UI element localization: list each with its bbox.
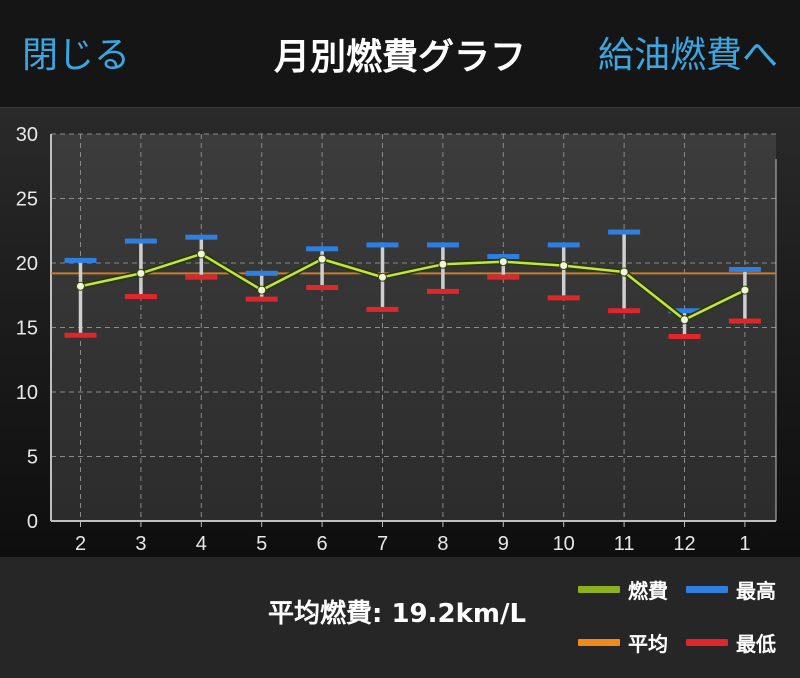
x-tick-label: 6: [317, 533, 328, 555]
min-marker: [668, 334, 701, 340]
chart-area: 0 5 10 15 20 25 30 2 3 4 5 6 7 8 9 10 11 12 1: [0, 107, 800, 558]
legend-label-fuel: 燃費: [628, 579, 668, 603]
y-tick-label: 10: [16, 382, 38, 404]
min-marker: [245, 296, 278, 302]
x-tick-label: 9: [498, 533, 509, 555]
max-marker: [124, 238, 157, 244]
close-button[interactable]: 閉じる: [22, 35, 131, 76]
fuel-point: [378, 272, 387, 282]
min-marker: [366, 306, 399, 312]
fuel-point: [317, 254, 327, 264]
max-marker: [728, 266, 761, 272]
footer: 平均燃費: 19.2km/L 燃費 最高 平均 最低: [0, 557, 800, 678]
min-marker: [728, 318, 761, 324]
x-tick-label: 3: [135, 533, 146, 555]
x-tick-label: 1: [739, 533, 750, 555]
y-tick-label: 20: [16, 253, 38, 275]
y-tick-label: 5: [27, 447, 38, 469]
fuel-economy-button[interactable]: 給油燃費へ: [597, 35, 778, 76]
min-marker: [124, 294, 157, 300]
fuel-point: [619, 267, 629, 277]
max-marker: [668, 308, 701, 314]
legend-item-max: 最高: [686, 575, 776, 604]
legend-item-min: 最低: [686, 628, 776, 657]
fuel-point: [740, 285, 750, 295]
legend-label-average: 平均: [628, 632, 668, 656]
legend-label-max: 最高: [736, 579, 776, 603]
y-tick-label: 15: [16, 318, 38, 340]
legend-item-average: 平均: [578, 628, 668, 657]
monthly-fuel-chart: 0 5 10 15 20 25 30 2 3 4 5 6 7 8 9 10 11 12 1: [16, 124, 777, 555]
average-fuel-economy: 平均燃費: 19.2km/L: [268, 599, 527, 629]
max-marker: [185, 234, 218, 240]
x-tick-label: 4: [196, 533, 207, 555]
fuel-point: [559, 261, 569, 271]
legend-item-fuel: 燃費: [578, 575, 668, 604]
nav-bar: 閉じる 月別燃費グラフ 給油燃費へ: [0, 0, 800, 107]
fuel-point: [196, 249, 206, 259]
min-marker: [608, 308, 641, 314]
legend-swatch-average: [578, 639, 620, 646]
max-marker: [426, 242, 459, 248]
y-tick-label: 30: [16, 124, 38, 146]
legend-swatch-max: [686, 586, 728, 593]
min-marker: [426, 288, 459, 294]
fuel-point: [76, 281, 85, 291]
x-tick-label: 10: [553, 533, 575, 555]
max-marker: [64, 257, 97, 263]
fuel-point: [498, 257, 508, 267]
min-marker: [547, 295, 580, 301]
x-tick-label: 7: [377, 533, 388, 555]
fuel-point: [136, 268, 146, 278]
min-marker: [64, 332, 97, 338]
x-tick-label: 12: [673, 533, 695, 555]
max-marker: [608, 229, 641, 235]
max-marker: [487, 254, 520, 260]
fuel-line: [80, 252, 746, 322]
max-marker: [306, 246, 339, 252]
max-marker: [245, 270, 278, 276]
min-marker: [487, 274, 520, 280]
fuel-point: [680, 315, 689, 325]
max-marker: [547, 242, 580, 248]
x-tick-label: 11: [614, 533, 635, 555]
x-tick-label: 8: [437, 533, 448, 555]
min-marker: [306, 285, 339, 291]
legend-swatch-fuel: [578, 586, 620, 593]
fuel-point: [438, 259, 448, 269]
page-title: 月別燃費グラフ: [273, 37, 526, 78]
x-tick-label: 2: [75, 533, 86, 555]
min-marker: [185, 274, 218, 280]
legend-label-min: 最低: [736, 632, 776, 656]
y-tick-label: 25: [16, 189, 38, 211]
x-tick-label: 5: [256, 533, 267, 555]
fuel-point: [257, 285, 267, 295]
legend-swatch-min: [686, 639, 728, 646]
y-tick-label: 0: [27, 511, 38, 533]
max-marker: [366, 242, 399, 248]
